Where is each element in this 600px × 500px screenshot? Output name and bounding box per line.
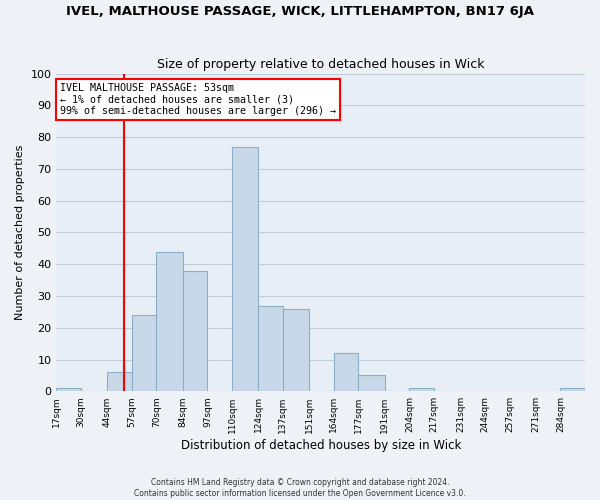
Bar	[560, 388, 585, 392]
X-axis label: Distribution of detached houses by size in Wick: Distribution of detached houses by size …	[181, 440, 461, 452]
Bar	[107, 372, 132, 392]
Bar	[232, 146, 259, 392]
Text: Contains HM Land Registry data © Crown copyright and database right 2024.
Contai: Contains HM Land Registry data © Crown c…	[134, 478, 466, 498]
Title: Size of property relative to detached houses in Wick: Size of property relative to detached ho…	[157, 58, 484, 71]
Bar	[259, 306, 283, 392]
Y-axis label: Number of detached properties: Number of detached properties	[15, 145, 25, 320]
Bar	[56, 388, 81, 392]
Bar	[157, 252, 183, 392]
Bar	[409, 388, 434, 392]
Text: IVEL MALTHOUSE PASSAGE: 53sqm
← 1% of detached houses are smaller (3)
99% of sem: IVEL MALTHOUSE PASSAGE: 53sqm ← 1% of de…	[60, 83, 336, 116]
Bar	[183, 270, 208, 392]
Bar	[358, 376, 385, 392]
Bar	[283, 308, 310, 392]
Bar	[334, 353, 358, 392]
Bar	[132, 315, 157, 392]
Text: IVEL, MALTHOUSE PASSAGE, WICK, LITTLEHAMPTON, BN17 6JA: IVEL, MALTHOUSE PASSAGE, WICK, LITTLEHAM…	[66, 5, 534, 18]
